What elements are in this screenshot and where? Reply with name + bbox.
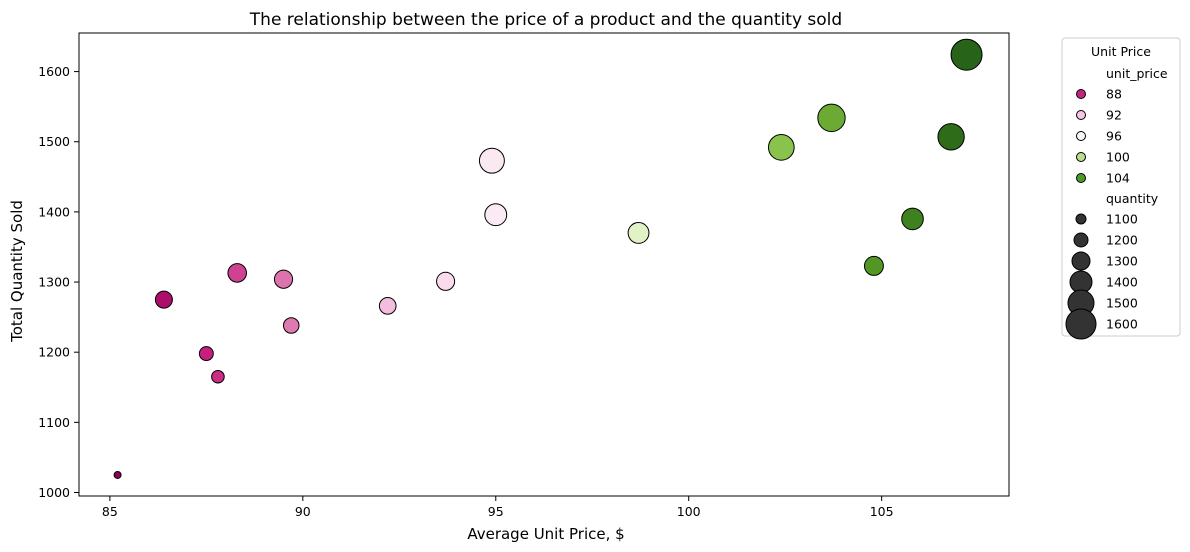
legend-size-title: quantity xyxy=(1106,191,1159,206)
legend-hue-label: 100 xyxy=(1106,150,1130,165)
data-point xyxy=(767,133,795,161)
data-point xyxy=(378,297,397,315)
legend-box xyxy=(1061,37,1181,337)
legend-size-label: 1200 xyxy=(1106,233,1138,248)
data-point xyxy=(863,255,884,276)
legend: Unit Price unit_price 88 92 96 100 104 quant… xyxy=(1061,37,1181,340)
legend-size-marker xyxy=(1065,308,1097,340)
data-point xyxy=(950,38,983,71)
legend-size-marker xyxy=(1075,213,1087,225)
legend-hue-marker xyxy=(1076,131,1086,141)
y-tick-label: 1500 xyxy=(38,134,70,149)
data-point xyxy=(198,346,214,362)
legend-size-marker xyxy=(1071,251,1091,271)
data-point xyxy=(154,290,173,309)
data-point xyxy=(227,263,247,283)
legend-size-label: 1400 xyxy=(1106,275,1138,290)
data-point xyxy=(113,470,122,479)
y-axis-label: Total Quantity Sold xyxy=(8,200,26,343)
data-point xyxy=(211,369,225,384)
legend-hue-label: 96 xyxy=(1106,129,1122,144)
legend-hue-label: 104 xyxy=(1106,171,1130,186)
legend-title: Unit Price xyxy=(1091,44,1151,59)
legend-size-marker xyxy=(1073,232,1089,248)
data-point xyxy=(273,269,294,289)
y-tick-label: 1400 xyxy=(38,204,70,219)
legend-size-label: 1500 xyxy=(1106,296,1138,311)
x-axis-label: Average Unit Price, $ xyxy=(467,525,624,543)
chart-title: The relationship between the price of a … xyxy=(249,10,842,30)
data-point xyxy=(627,222,650,244)
y-tick-label: 1100 xyxy=(38,415,70,430)
x-tick-label: 90 xyxy=(295,504,311,519)
x-tick-label: 85 xyxy=(102,504,118,519)
x-tick-label: 105 xyxy=(870,504,894,519)
data-point xyxy=(901,207,924,231)
y-tick-label: 1300 xyxy=(38,275,70,290)
data-point xyxy=(937,123,965,151)
legend-hue-title: unit_price xyxy=(1106,66,1168,81)
legend-hue-marker xyxy=(1076,89,1086,99)
y-tick-label: 1600 xyxy=(38,64,70,79)
points-layer xyxy=(113,38,983,479)
data-point xyxy=(436,271,456,291)
legend-size-label: 1600 xyxy=(1106,317,1138,332)
x-tick-label: 95 xyxy=(488,504,504,519)
x-tick-label: 100 xyxy=(677,504,701,519)
data-point xyxy=(484,203,508,227)
data-point xyxy=(282,317,300,334)
y-tick-label: 1200 xyxy=(38,345,70,360)
legend-hue-marker xyxy=(1076,152,1086,162)
legend-hue-marker xyxy=(1076,173,1086,183)
legend-hue-label: 92 xyxy=(1106,108,1122,123)
y-tick-label: 1000 xyxy=(38,485,70,500)
legend-hue-label: 88 xyxy=(1106,87,1122,102)
legend-size-label: 1100 xyxy=(1106,212,1138,227)
data-point xyxy=(478,147,505,174)
x-axis-ticks: 85 90 95 100 105 xyxy=(102,496,894,519)
data-point xyxy=(817,103,846,133)
legend-size-label: 1300 xyxy=(1106,254,1138,269)
y-axis-ticks: 1000 1100 1200 1300 1400 1500 1600 xyxy=(38,64,79,500)
legend-hue-marker xyxy=(1076,110,1086,120)
